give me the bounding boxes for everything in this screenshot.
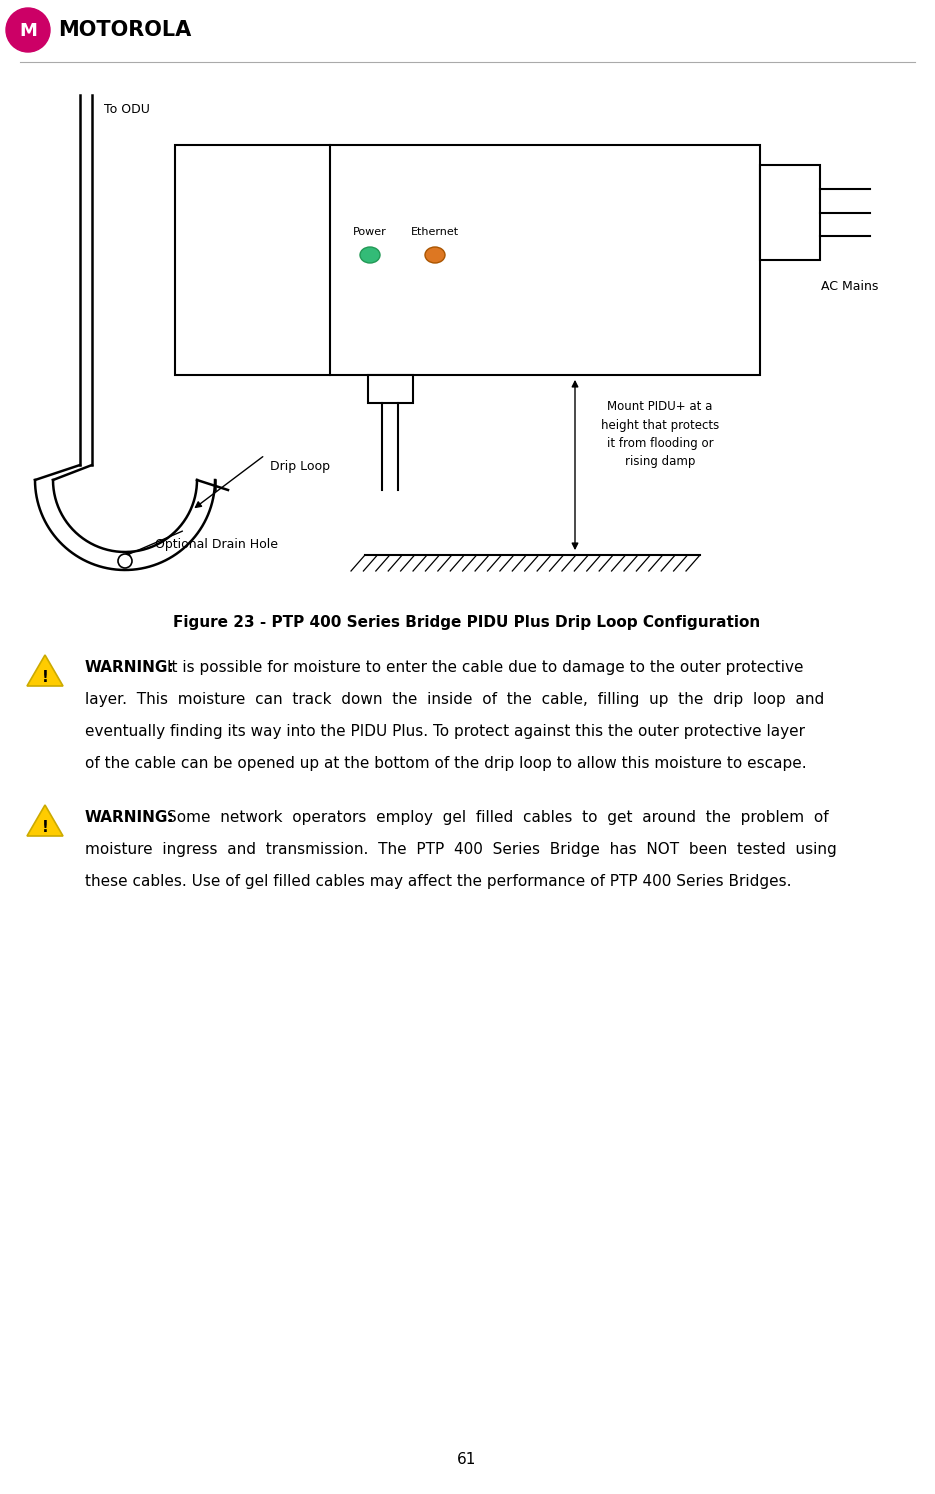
- Text: It is possible for moisture to enter the cable due to damage to the outer protec: It is possible for moisture to enter the…: [167, 660, 803, 675]
- Text: MOTOROLA: MOTOROLA: [58, 19, 192, 40]
- Text: layer.  This  moisture  can  track  down  the  inside  of  the  cable,  filling : layer. This moisture can track down the …: [85, 692, 825, 707]
- Text: AC Mains: AC Mains: [821, 279, 879, 293]
- Text: Ethernet: Ethernet: [411, 227, 459, 238]
- Text: 61: 61: [457, 1452, 477, 1467]
- Text: WARNING:: WARNING:: [85, 660, 175, 675]
- Text: !: !: [41, 671, 49, 686]
- Text: Mount PIDU+ at a
height that protects
it from flooding or
rising damp: Mount PIDU+ at a height that protects it…: [601, 400, 719, 469]
- Bar: [175, 145, 760, 375]
- Text: these cables. Use of gel filled cables may affect the performance of PTP 400 Ser: these cables. Use of gel filled cables m…: [85, 874, 792, 889]
- Text: of the cable can be opened up at the bottom of the drip loop to allow this moist: of the cable can be opened up at the bot…: [85, 756, 807, 771]
- Text: moisture  ingress  and  transmission.  The  PTP  400  Series  Bridge  has  NOT  : moisture ingress and transmission. The P…: [85, 843, 837, 858]
- Circle shape: [118, 554, 132, 568]
- Text: Some  network  operators  employ  gel  filled  cables  to  get  around  the  pro: Some network operators employ gel filled…: [167, 810, 828, 825]
- Ellipse shape: [425, 247, 445, 263]
- Text: WARNING:: WARNING:: [85, 810, 175, 825]
- Polygon shape: [27, 805, 63, 837]
- Text: To ODU: To ODU: [104, 103, 150, 117]
- Text: !: !: [41, 820, 49, 835]
- Circle shape: [6, 7, 50, 52]
- Bar: [368, 375, 413, 403]
- Ellipse shape: [360, 247, 380, 263]
- Bar: [760, 164, 820, 260]
- Text: Optional Drain Hole: Optional Drain Hole: [155, 538, 278, 551]
- Text: M: M: [19, 22, 37, 40]
- Text: Figure 23 - PTP 400 Series Bridge PIDU Plus Drip Loop Configuration: Figure 23 - PTP 400 Series Bridge PIDU P…: [173, 616, 761, 630]
- Text: eventually finding its way into the PIDU Plus. To protect against this the outer: eventually finding its way into the PIDU…: [85, 725, 805, 740]
- Polygon shape: [27, 654, 63, 686]
- Text: Power: Power: [353, 227, 387, 238]
- Text: Drip Loop: Drip Loop: [270, 460, 330, 474]
